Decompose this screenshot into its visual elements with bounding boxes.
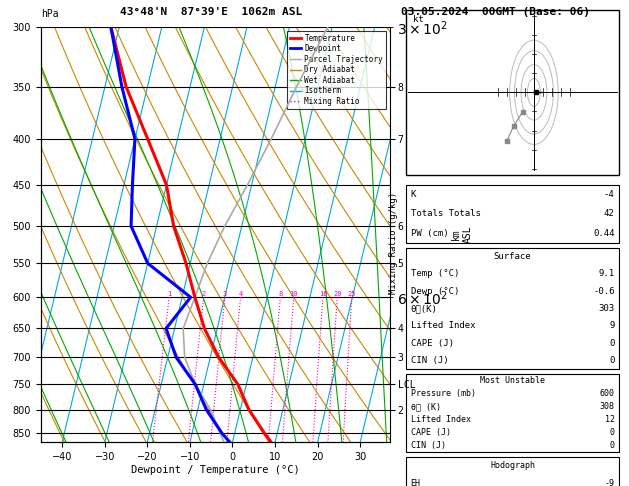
Text: CAPE (J): CAPE (J)	[411, 428, 451, 437]
Text: 0.44: 0.44	[593, 229, 615, 238]
Text: CIN (J): CIN (J)	[411, 441, 446, 450]
Text: -4: -4	[604, 190, 615, 199]
Text: 8: 8	[278, 291, 282, 297]
Bar	[406, 10, 619, 175]
Text: 16: 16	[319, 291, 327, 297]
Text: 20: 20	[333, 291, 342, 297]
Text: 0: 0	[610, 428, 615, 437]
Text: 2: 2	[201, 291, 206, 297]
Text: 9: 9	[609, 321, 615, 330]
Text: K: K	[411, 190, 416, 199]
Text: 308: 308	[599, 402, 615, 411]
Bar	[406, 374, 619, 452]
Text: Most Unstable: Most Unstable	[480, 376, 545, 385]
Text: 0: 0	[609, 356, 615, 365]
Bar	[406, 185, 619, 243]
Bar	[406, 457, 619, 486]
Text: 1: 1	[167, 291, 171, 297]
Y-axis label: km
ASL: km ASL	[451, 226, 473, 243]
Text: Mixing Ratio (g/kg): Mixing Ratio (g/kg)	[389, 192, 398, 294]
Text: 25: 25	[348, 291, 356, 297]
Text: Temp (°C): Temp (°C)	[411, 269, 459, 278]
Text: 600: 600	[599, 389, 615, 398]
Text: kt: kt	[413, 15, 424, 24]
Text: 0: 0	[609, 339, 615, 348]
Text: Totals Totals: Totals Totals	[411, 209, 481, 218]
Text: Hodograph: Hodograph	[490, 461, 535, 470]
Text: Surface: Surface	[494, 252, 532, 261]
Text: θᴇ (K): θᴇ (K)	[411, 402, 441, 411]
Text: 0: 0	[610, 441, 615, 450]
X-axis label: Dewpoint / Temperature (°C): Dewpoint / Temperature (°C)	[131, 465, 300, 475]
Text: CIN (J): CIN (J)	[411, 356, 448, 365]
Text: 10: 10	[289, 291, 298, 297]
Text: 3: 3	[223, 291, 227, 297]
Text: hPa: hPa	[41, 9, 58, 19]
Text: EH: EH	[411, 479, 421, 486]
Text: 43°48'N  87°39'E  1062m ASL: 43°48'N 87°39'E 1062m ASL	[120, 7, 302, 17]
Text: PW (cm): PW (cm)	[411, 229, 448, 238]
Text: θᴇ(K): θᴇ(K)	[411, 304, 438, 313]
Text: -0.6: -0.6	[593, 287, 615, 296]
Text: Dewp (°C): Dewp (°C)	[411, 287, 459, 296]
Text: Lifted Index: Lifted Index	[411, 415, 470, 424]
Text: 303: 303	[598, 304, 615, 313]
Bar	[406, 248, 619, 369]
Text: 9.1: 9.1	[598, 269, 615, 278]
Text: Pressure (mb): Pressure (mb)	[411, 389, 476, 398]
Text: 12: 12	[604, 415, 615, 424]
Legend: Temperature, Dewpoint, Parcel Trajectory, Dry Adiabat, Wet Adiabat, Isotherm, Mi: Temperature, Dewpoint, Parcel Trajectory…	[287, 31, 386, 109]
Text: -9: -9	[604, 479, 615, 486]
Text: CAPE (J): CAPE (J)	[411, 339, 454, 348]
Text: 03.05.2024  00GMT (Base: 06): 03.05.2024 00GMT (Base: 06)	[401, 7, 589, 17]
Text: Lifted Index: Lifted Index	[411, 321, 476, 330]
Text: 4: 4	[238, 291, 243, 297]
Text: 42: 42	[604, 209, 615, 218]
